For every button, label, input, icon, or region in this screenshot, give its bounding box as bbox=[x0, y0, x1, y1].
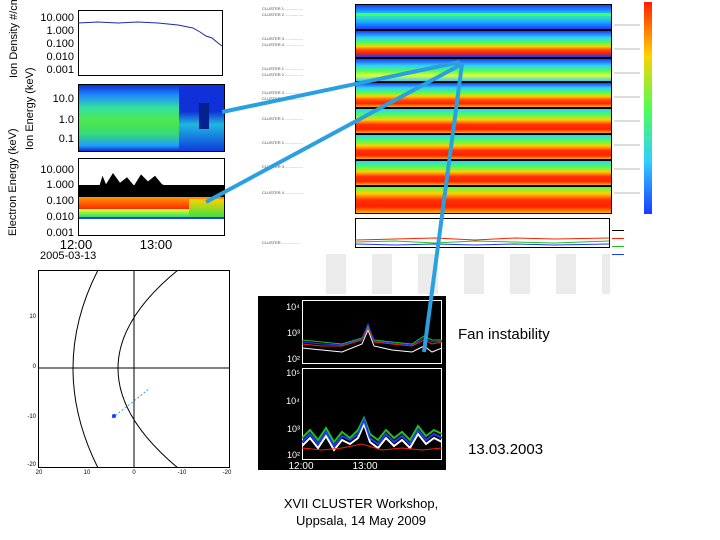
orbit-y-tick: 10 bbox=[29, 314, 36, 320]
ion-density-tick: 0.010 bbox=[46, 51, 74, 63]
ion-density-tick: 10.000 bbox=[40, 12, 74, 24]
ion-density-label: Ion Density #/cm³ bbox=[8, 0, 20, 78]
flux-top-tick: 10² bbox=[286, 354, 300, 364]
flux-plot-top bbox=[302, 300, 442, 364]
ion-energy-tick: 1.0 bbox=[58, 114, 74, 126]
summary-spectrogram-1 bbox=[355, 4, 612, 30]
footer-line-1: XVII CLUSTER Workshop, bbox=[283, 496, 439, 511]
ion-energy-tick: 0.1 bbox=[58, 133, 74, 145]
flux-top-tick: 10⁴ bbox=[286, 302, 300, 312]
summary-spectrogram-4 bbox=[355, 82, 612, 108]
summary-line-panel bbox=[355, 218, 610, 248]
electron-energy-tick: 1.000 bbox=[46, 179, 74, 191]
ion-density-tick: 0.100 bbox=[46, 38, 74, 50]
ion-energy-spectrogram bbox=[78, 84, 225, 152]
summary-spectrogram-6 bbox=[355, 134, 612, 160]
summary-spectrogram-5 bbox=[355, 108, 612, 134]
summary-ephemeris bbox=[300, 254, 610, 294]
electron-energy-tick: 10.000 bbox=[40, 164, 74, 176]
flux-time-tick: 13:00 bbox=[352, 461, 378, 472]
footer-line-2: Uppsala, 14 May 2009 bbox=[295, 513, 427, 528]
flux-time-tick: 12:00 bbox=[288, 461, 314, 472]
orbit-x-tick: -10 bbox=[177, 470, 187, 476]
ion-density-plot bbox=[78, 10, 223, 76]
event-date-label: 13.03.2003 bbox=[468, 441, 544, 458]
fan-instability-label: Fan instability bbox=[458, 326, 550, 343]
summary-colorbars bbox=[614, 2, 658, 214]
summary-left-labels: CLUSTER 1 ................ CLUSTER 2 ...… bbox=[262, 6, 303, 245]
flux-bottom-tick: 10⁴ bbox=[286, 396, 300, 406]
ion-energy-tick: 10.0 bbox=[52, 93, 74, 105]
orbit-y-tick: -10 bbox=[27, 414, 36, 420]
orbit-plot bbox=[38, 270, 230, 468]
flux-plot-bottom bbox=[302, 368, 442, 460]
flux-bottom-tick: 10⁵ bbox=[286, 368, 300, 378]
flux-top-tick: 10³ bbox=[286, 328, 300, 338]
orbit-y-tick: 0 bbox=[32, 364, 36, 370]
ion-density-tick: 1.000 bbox=[46, 25, 74, 37]
flux-bottom-tick: 10³ bbox=[286, 424, 300, 434]
orbit-x-tick: 10 bbox=[83, 470, 91, 476]
summary-spectrogram-7 bbox=[355, 160, 612, 186]
orbit-y-tick: -20 bbox=[27, 462, 36, 468]
date-label: 2005-03-13 bbox=[40, 250, 97, 262]
summary-spectrogram-8 bbox=[355, 186, 612, 214]
flux-bottom-tick: 10² bbox=[286, 450, 300, 460]
summary-legend bbox=[612, 228, 662, 258]
electron-energy-tick: 0.100 bbox=[46, 195, 74, 207]
orbit-x-tick: 0 bbox=[132, 470, 136, 476]
footer: XVII CLUSTER Workshop, Uppsala, 14 May 2… bbox=[266, 495, 456, 529]
orbit-x-tick: -20 bbox=[222, 470, 232, 476]
time-tick: 13:00 bbox=[139, 237, 173, 252]
time-tick: 12:00 bbox=[59, 237, 93, 252]
summary-spectrogram-2 bbox=[355, 30, 612, 58]
electron-energy-label: Electron Energy (keV) bbox=[7, 128, 19, 236]
summary-spectrogram-3 bbox=[355, 58, 612, 82]
electron-energy-tick: 0.010 bbox=[46, 211, 74, 223]
orbit-x-tick: 20 bbox=[35, 470, 43, 476]
electron-energy-spectrogram bbox=[78, 158, 225, 236]
electron-energy-tick: 0.001 bbox=[46, 227, 74, 239]
ion-density-tick: 0.001 bbox=[46, 64, 74, 76]
